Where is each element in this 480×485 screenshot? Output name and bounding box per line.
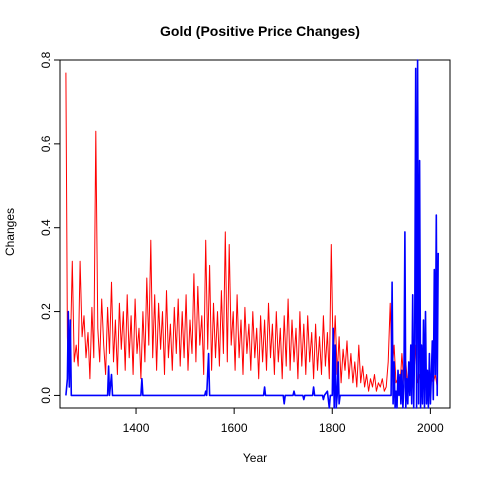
series-layer <box>65 59 439 409</box>
series-line-2 <box>65 59 439 409</box>
axis-layer: 1400 1600 1800 2000 0.0 0.2 0.4 0.6 0.8 <box>39 51 444 435</box>
y-tick-label: 0.8 <box>39 51 53 68</box>
y-tick-label: 0.2 <box>39 303 53 320</box>
x-axis-label: Year <box>243 451 267 465</box>
plot-frame <box>59 59 451 409</box>
chart-title: Gold (Positive Price Changes) <box>160 23 360 39</box>
y-tick-label: 0.4 <box>39 219 53 236</box>
x-tick-label: 1600 <box>221 421 248 435</box>
y-tick-label: 0.0 <box>39 387 53 404</box>
x-tick-label: 2000 <box>417 421 444 435</box>
x-tick-label: 1800 <box>319 421 346 435</box>
series-line-1 <box>65 72 438 392</box>
y-tick-label: 0.6 <box>39 135 53 152</box>
y-axis-label: Changes <box>3 208 17 256</box>
x-tick-label: 1400 <box>123 421 150 435</box>
